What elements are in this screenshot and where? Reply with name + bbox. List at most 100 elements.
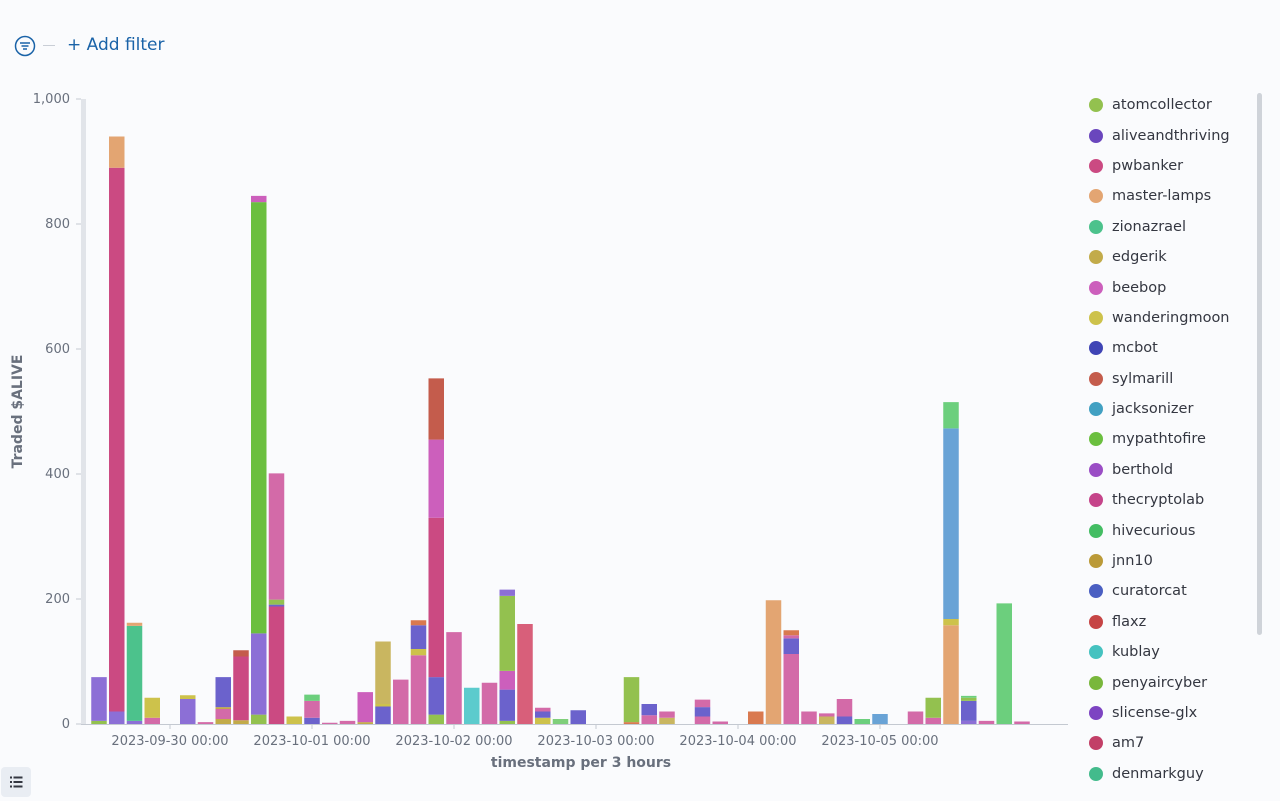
- bar-segment[interactable]: [410, 620, 427, 626]
- bar-segment[interactable]: [109, 711, 125, 725]
- legend-item[interactable]: am7: [1082, 728, 1254, 758]
- bar-stack[interactable]: [623, 677, 640, 724]
- bar-segment[interactable]: [499, 720, 516, 724]
- bar-segment[interactable]: [641, 704, 658, 716]
- legend-item[interactable]: mypathtofire: [1082, 424, 1254, 454]
- bar-segment[interactable]: [375, 641, 391, 705]
- bar-segment[interactable]: [978, 720, 995, 724]
- bar-stack[interactable]: [215, 677, 232, 724]
- bar-segment[interactable]: [233, 650, 249, 657]
- bar-stack[interactable]: [978, 720, 995, 724]
- bar-segment[interactable]: [499, 689, 516, 721]
- bar-stack[interactable]: [304, 694, 320, 724]
- legend-item[interactable]: wanderingmoon: [1082, 303, 1254, 333]
- bar-segment[interactable]: [109, 167, 125, 712]
- bar-stack[interactable]: [357, 692, 374, 724]
- bar-segment[interactable]: [109, 136, 125, 168]
- filter-icon[interactable]: [14, 35, 36, 57]
- legend-item[interactable]: jnn10: [1082, 546, 1254, 576]
- bar-segment[interactable]: [623, 722, 640, 724]
- bar-stack[interactable]: [197, 722, 214, 724]
- bar-segment[interactable]: [943, 625, 959, 724]
- bar-stack[interactable]: [961, 695, 977, 724]
- legend-item[interactable]: sylmarill: [1082, 364, 1254, 394]
- bar-stack[interactable]: [268, 473, 285, 725]
- bar-segment[interactable]: [783, 638, 800, 654]
- legend-item[interactable]: edgerik: [1082, 242, 1254, 272]
- legend-item[interactable]: hivecurious: [1082, 515, 1254, 545]
- bar-segment[interactable]: [943, 619, 959, 626]
- bar-segment[interactable]: [819, 716, 835, 725]
- bar-segment[interactable]: [659, 711, 675, 718]
- bar-stack[interactable]: [535, 707, 551, 724]
- bar-stack[interactable]: [339, 720, 356, 724]
- bar-stack[interactable]: [126, 622, 143, 724]
- bar-segment[interactable]: [357, 692, 374, 723]
- bar-segment[interactable]: [91, 677, 107, 721]
- bar-segment[interactable]: [943, 428, 959, 619]
- bar-segment[interactable]: [765, 600, 782, 724]
- bar-segment[interactable]: [375, 704, 391, 707]
- bar-segment[interactable]: [410, 649, 427, 656]
- legend-toggle-button[interactable]: [1, 767, 31, 797]
- bar-stack[interactable]: [517, 624, 533, 724]
- bar-segment[interactable]: [961, 695, 977, 698]
- legend-item[interactable]: kublay: [1082, 637, 1254, 667]
- bar-segment[interactable]: [180, 695, 196, 699]
- bar-segment[interactable]: [339, 720, 356, 724]
- bar-segment[interactable]: [659, 717, 675, 724]
- bar-segment[interactable]: [801, 711, 817, 725]
- bar-stack[interactable]: [943, 402, 959, 724]
- bar-segment[interactable]: [180, 699, 196, 724]
- bar-segment[interactable]: [907, 711, 924, 725]
- legend-item[interactable]: thecryptolab: [1082, 485, 1254, 515]
- bar-segment[interactable]: [428, 517, 445, 678]
- bar-segment[interactable]: [393, 679, 409, 724]
- bar-segment[interactable]: [286, 716, 303, 725]
- bar-segment[interactable]: [197, 722, 214, 724]
- bar-segment[interactable]: [1014, 721, 1030, 725]
- bar-stack[interactable]: [552, 719, 569, 724]
- bar-segment[interactable]: [215, 707, 232, 709]
- bar-stack[interactable]: [322, 722, 338, 724]
- bar-stack[interactable]: [570, 710, 587, 724]
- bar-segment[interactable]: [144, 717, 161, 724]
- bar-segment[interactable]: [961, 700, 977, 721]
- bar-stack[interactable]: [428, 378, 445, 724]
- bar-segment[interactable]: [215, 677, 232, 708]
- bar-segment[interactable]: [854, 719, 871, 724]
- bar-segment[interactable]: [428, 714, 445, 724]
- bar-stack[interactable]: [925, 697, 942, 724]
- bar-stack[interactable]: [801, 711, 817, 725]
- legend-item[interactable]: master-lamps: [1082, 181, 1254, 211]
- bar-segment[interactable]: [251, 633, 267, 715]
- bar-segment[interactable]: [464, 687, 480, 724]
- bar-segment[interactable]: [552, 719, 569, 724]
- bar-segment[interactable]: [428, 439, 445, 518]
- bar-segment[interactable]: [783, 630, 800, 636]
- bar-segment[interactable]: [535, 717, 551, 724]
- bar-stack[interactable]: [641, 704, 658, 724]
- bar-segment[interactable]: [623, 677, 640, 723]
- bar-segment[interactable]: [499, 595, 516, 671]
- bar-segment[interactable]: [925, 717, 942, 724]
- bar-segment[interactable]: [126, 625, 143, 721]
- bar-segment[interactable]: [91, 720, 107, 724]
- legend-item[interactable]: mcbot: [1082, 333, 1254, 363]
- bar-segment[interactable]: [517, 624, 533, 724]
- bar-segment[interactable]: [428, 677, 445, 715]
- bar-segment[interactable]: [694, 716, 711, 725]
- bar-segment[interactable]: [694, 707, 711, 717]
- bar-segment[interactable]: [233, 656, 249, 721]
- bar-stack[interactable]: [872, 714, 888, 724]
- bar-segment[interactable]: [943, 402, 959, 429]
- bar-stack[interactable]: [659, 711, 675, 725]
- bar-segment[interactable]: [268, 606, 285, 725]
- bar-stack[interactable]: [783, 630, 800, 724]
- bar-stack[interactable]: [996, 603, 1013, 724]
- bar-segment[interactable]: [144, 697, 161, 718]
- bar-stack[interactable]: [712, 721, 729, 725]
- bar-stack[interactable]: [854, 719, 871, 724]
- bar-stack[interactable]: [251, 195, 267, 724]
- bar-stack[interactable]: [907, 711, 924, 725]
